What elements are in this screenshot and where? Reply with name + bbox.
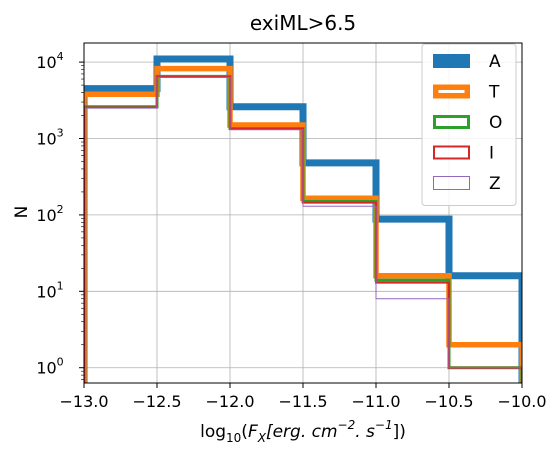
legend-label-Z: Z — [489, 174, 501, 194]
y-tick-label: 102 — [36, 203, 63, 225]
x-tick-label: −12.0 — [205, 392, 254, 411]
x-tick-label: −10.0 — [497, 392, 546, 411]
x-axis-label: log10(FX[erg. cm−2. s−1]) — [200, 418, 406, 445]
y-axis-label: N — [12, 206, 32, 219]
x-tick-label: −12.5 — [132, 392, 181, 411]
y-axis-ticks: 100 101 102 103 104 — [36, 50, 84, 380]
legend-swatch-A — [433, 54, 470, 68]
y-tick-label: 103 — [36, 127, 63, 149]
x-tick-label: −11.5 — [278, 392, 327, 411]
legend-swatch-O — [433, 115, 470, 129]
legend-swatch-T — [433, 84, 470, 99]
y-tick-label: 100 — [36, 356, 63, 378]
legend-swatch-Z — [433, 176, 470, 190]
y-tick-label: 104 — [36, 50, 63, 72]
legend-label-O: O — [489, 113, 502, 133]
x-tick-label: −11.0 — [351, 392, 400, 411]
x-tick-label: −13.0 — [59, 392, 108, 411]
x-tick-label: −10.5 — [424, 392, 473, 411]
series-Z-step — [84, 76, 522, 383]
series-group — [84, 55, 522, 383]
y-tick-label: 101 — [36, 279, 63, 301]
x-axis-ticks: −13.0 −12.5 −12.0 −11.5 −11.0 −10.5 −10.0 — [59, 383, 547, 411]
legend-label-I: I — [489, 144, 494, 164]
legend-label-T: T — [488, 83, 500, 103]
chart-title: exiML>6.5 — [250, 11, 356, 35]
legend-label-A: A — [489, 52, 501, 72]
legend-swatch-I — [433, 145, 470, 160]
